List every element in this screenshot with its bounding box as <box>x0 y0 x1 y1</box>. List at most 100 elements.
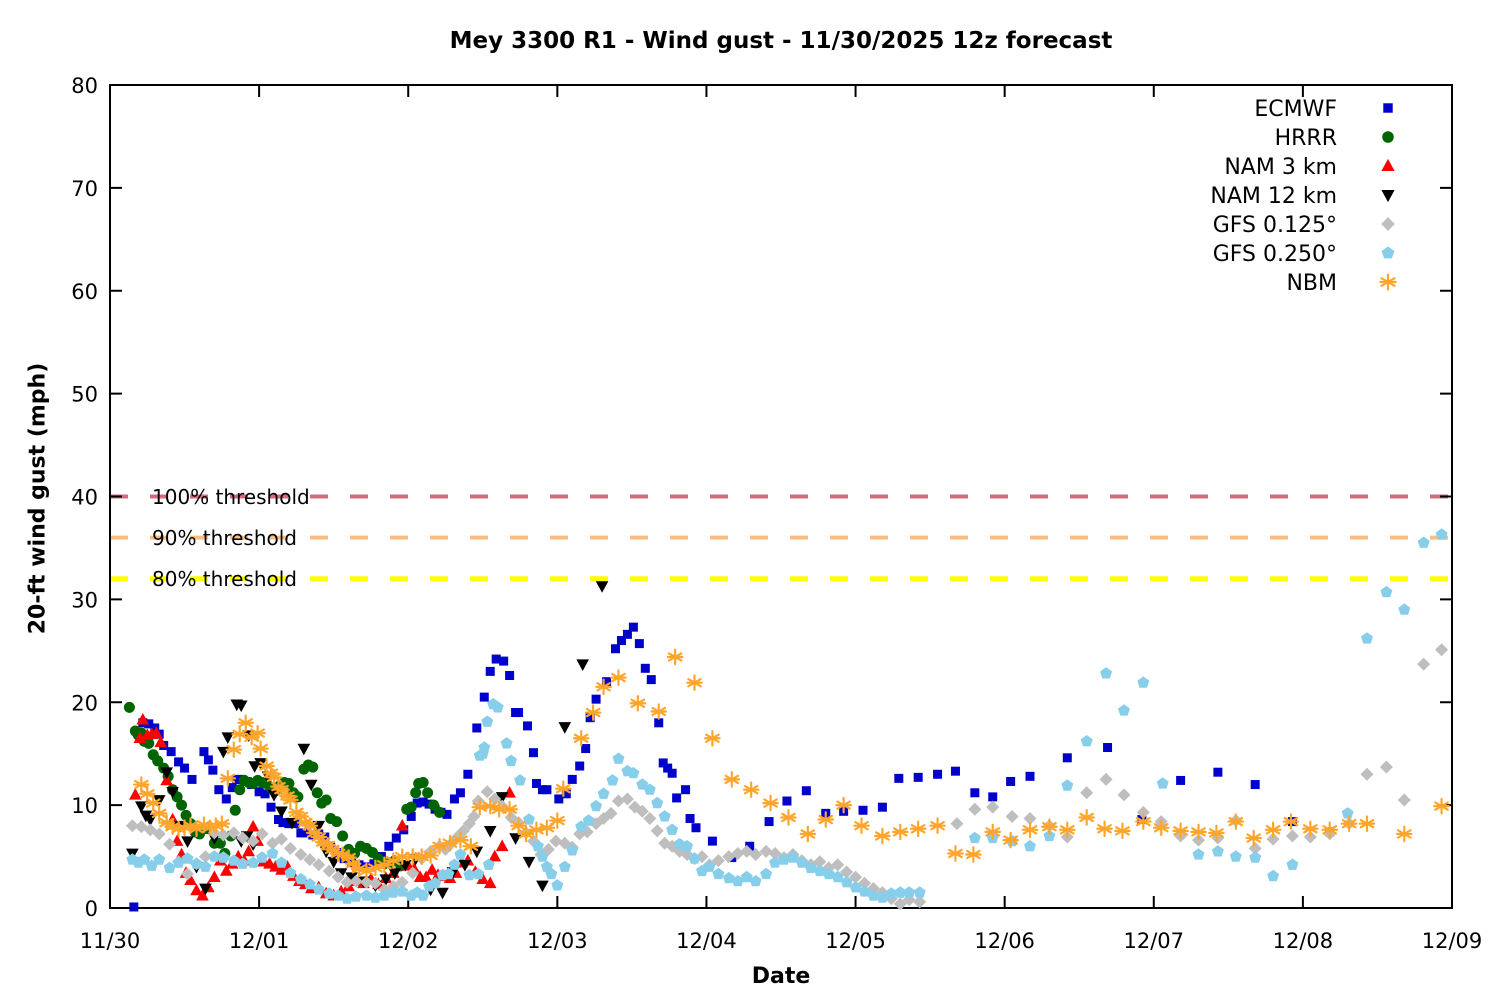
data-point-marker <box>1360 767 1374 781</box>
data-point-marker <box>894 773 904 783</box>
data-point-marker <box>470 846 484 859</box>
data-point-marker <box>509 833 522 845</box>
data-point-marker <box>723 771 741 788</box>
data-point-marker <box>180 809 192 821</box>
data-point-marker <box>1006 776 1016 786</box>
x-tick-label: 12/07 <box>1124 929 1185 953</box>
data-point-marker <box>225 741 243 758</box>
data-point-marker <box>133 731 147 744</box>
data-point-marker <box>891 823 909 841</box>
data-point-marker <box>610 669 627 686</box>
series-gfs-0-250- <box>126 528 1448 904</box>
data-point-marker <box>1282 813 1300 830</box>
data-point-marker <box>176 799 188 811</box>
data-point-marker <box>822 867 835 880</box>
data-point-marker <box>523 813 535 825</box>
data-point-marker <box>909 820 927 838</box>
data-point-marker <box>1118 704 1130 716</box>
data-point-marker <box>221 732 235 745</box>
data-point-marker <box>968 802 982 816</box>
data-point-marker <box>350 860 368 878</box>
data-point-marker <box>320 794 332 806</box>
chart-title: Mey 3300 R1 - Wind gust - 11/30/2025 12z… <box>449 28 1113 54</box>
data-point-marker <box>174 757 184 767</box>
data-point-marker <box>425 863 439 875</box>
data-point-marker <box>1264 821 1282 839</box>
data-point-marker <box>704 729 721 747</box>
data-point-marker <box>273 781 290 798</box>
y-tick-label: 40 <box>71 486 98 510</box>
data-point-marker <box>283 841 297 855</box>
data-point-marker <box>1417 536 1430 548</box>
data-point-marker <box>123 701 135 713</box>
data-point-marker <box>1245 829 1262 847</box>
legend-label-ecmwf: ECMWF <box>1254 97 1337 122</box>
data-point-marker <box>410 787 422 799</box>
data-point-marker <box>876 891 889 903</box>
y-tick-label: 30 <box>71 588 98 612</box>
data-point-marker <box>501 800 518 818</box>
data-point-marker <box>620 792 634 806</box>
data-point-marker <box>254 787 264 797</box>
data-point-marker <box>1266 832 1280 846</box>
data-point-marker <box>635 804 649 818</box>
data-point-marker <box>227 826 241 840</box>
data-point-marker <box>260 789 270 799</box>
data-point-marker <box>629 694 647 712</box>
data-point-marker <box>311 787 323 799</box>
data-point-marker <box>1285 829 1299 843</box>
data-point-marker <box>495 792 509 804</box>
data-point-marker <box>835 796 852 814</box>
data-point-marker <box>1397 793 1411 807</box>
data-point-marker <box>858 885 871 897</box>
data-point-marker <box>1227 813 1245 830</box>
data-point-marker <box>597 787 610 799</box>
data-point-marker <box>448 858 461 870</box>
data-point-marker <box>472 867 485 880</box>
data-point-marker <box>145 859 158 871</box>
data-point-marker <box>913 895 927 909</box>
data-point-marker <box>759 844 773 858</box>
data-point-marker <box>514 708 524 718</box>
series-nbm <box>133 648 1450 880</box>
data-point-marker <box>303 878 316 890</box>
data-point-marker <box>199 883 212 896</box>
data-point-marker <box>893 897 907 911</box>
data-point-marker <box>666 823 679 835</box>
data-point-marker <box>575 761 585 771</box>
data-point-marker <box>858 876 872 890</box>
data-point-marker <box>566 844 579 856</box>
y-tick-label: 10 <box>71 794 98 818</box>
data-point-marker <box>294 848 308 862</box>
data-point-marker <box>1208 824 1225 842</box>
data-point-marker <box>282 791 299 809</box>
data-point-marker <box>545 867 558 880</box>
data-point-marker <box>582 814 595 826</box>
data-point-marker <box>236 857 249 869</box>
data-point-marker <box>480 785 494 799</box>
data-point-marker <box>643 783 656 795</box>
data-point-marker <box>813 864 826 877</box>
data-point-marker <box>742 781 760 798</box>
data-point-marker <box>135 801 148 813</box>
data-point-marker <box>143 737 155 749</box>
data-point-marker <box>1137 676 1150 688</box>
data-point-marker <box>663 763 673 773</box>
data-point-marker <box>691 823 701 833</box>
data-point-marker <box>138 853 151 865</box>
data-point-marker <box>181 836 194 848</box>
data-point-marker <box>395 875 409 889</box>
data-point-marker <box>666 648 684 666</box>
data-point-marker <box>1172 822 1189 840</box>
data-point-marker <box>378 889 391 901</box>
data-point-marker <box>549 834 563 848</box>
data-point-marker <box>255 827 269 841</box>
data-point-marker <box>294 872 307 885</box>
x-tick-label: 12/06 <box>974 929 1035 953</box>
data-point-marker <box>449 794 459 804</box>
data-point-marker <box>1340 815 1358 832</box>
data-point-marker <box>780 809 797 826</box>
data-point-marker <box>265 769 283 786</box>
data-point-marker <box>711 854 725 868</box>
